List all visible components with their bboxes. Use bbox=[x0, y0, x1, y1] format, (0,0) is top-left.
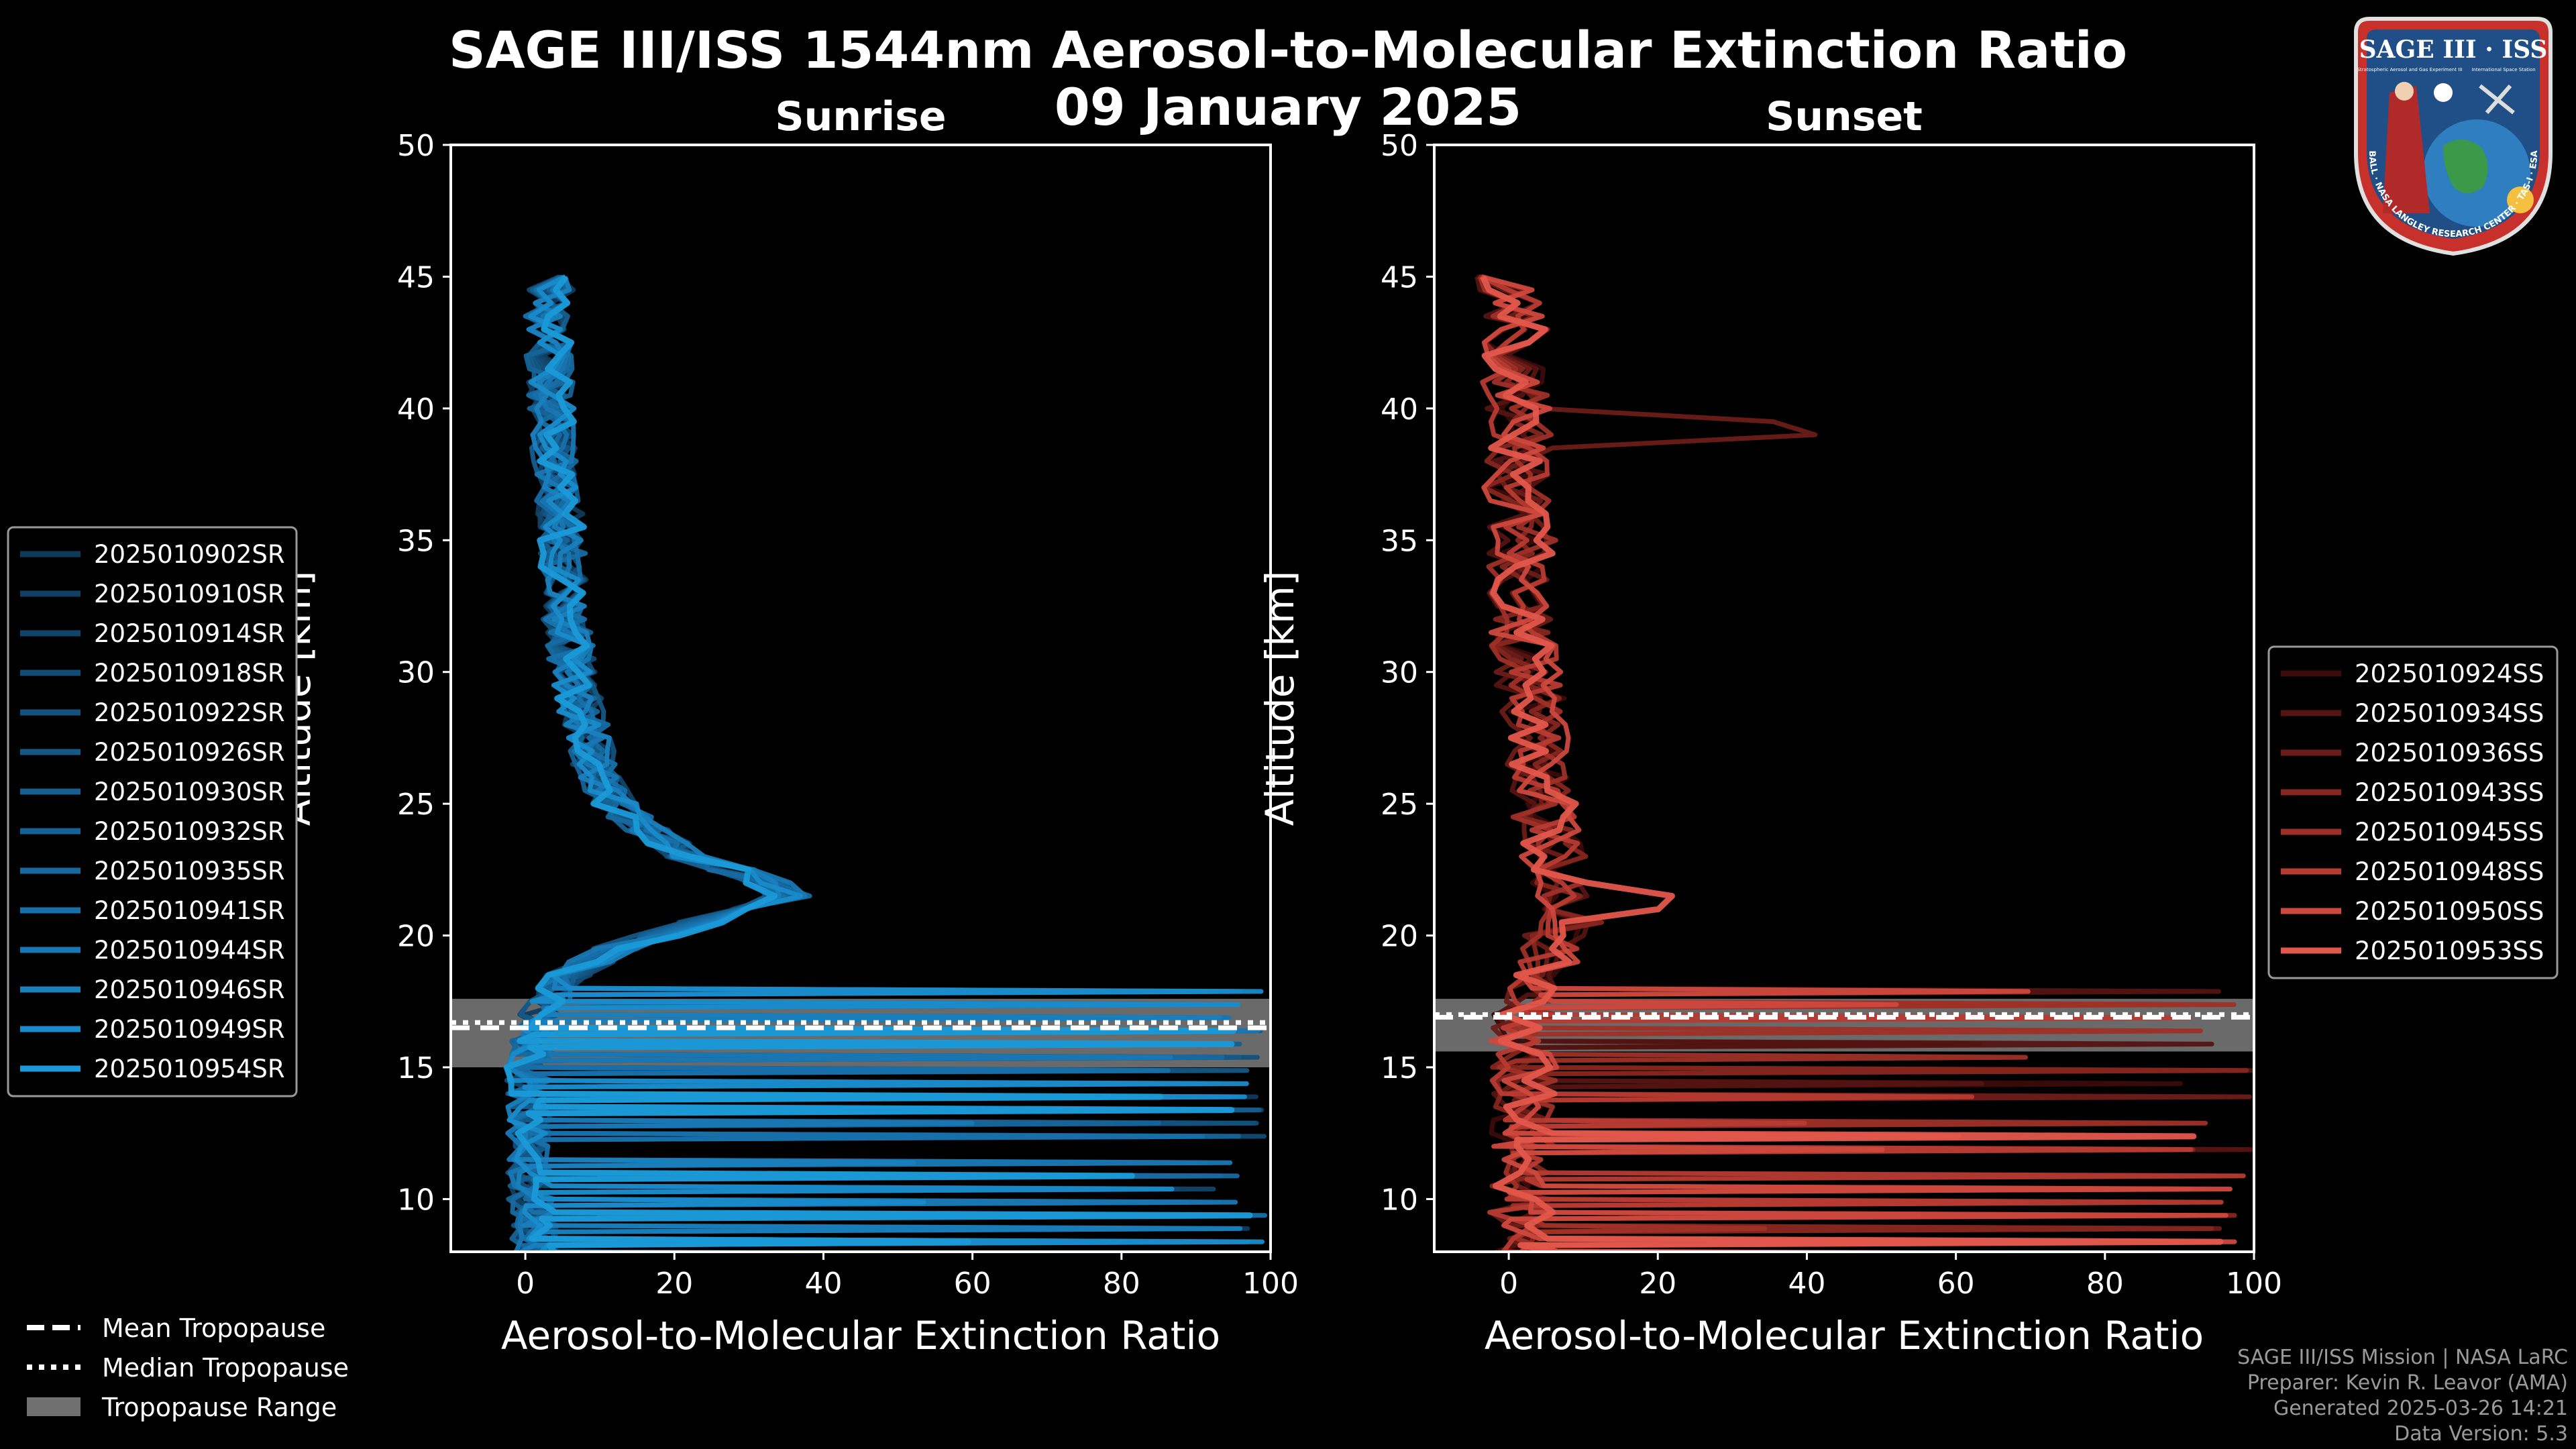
scientist-head-icon bbox=[2395, 82, 2414, 101]
axes-frame bbox=[1433, 144, 2255, 1253]
sunset-panel: 0 20 40 60 80 100 10 15 20 25 30 35 40 45 50 Aerosol-to… bbox=[1257, 93, 2282, 1358]
sunrise-legend: 2025010902SR 2025010910SR 2025010914SR 2025… bbox=[7, 526, 298, 1097]
x-tick-label: 80 bbox=[2086, 1267, 2124, 1301]
y-tick-label: 40 bbox=[397, 392, 435, 427]
profile-line-2025010953SS bbox=[1480, 275, 2224, 1252]
x-tick-label: 100 bbox=[1242, 1267, 1299, 1301]
legend-entry-label: 2025010918SR bbox=[94, 659, 285, 688]
legend-entry-label: 2025010941SR bbox=[94, 896, 285, 925]
tropopause-legend-label: Median Tropopause bbox=[102, 1353, 349, 1383]
x-tick-label: 0 bbox=[516, 1267, 535, 1301]
legend-entry-label: 2025010932SR bbox=[94, 817, 285, 846]
y-tick-label: 25 bbox=[1381, 788, 1418, 822]
x-tick-label: 40 bbox=[804, 1267, 842, 1301]
y-tick-label: 20 bbox=[1381, 920, 1418, 954]
sunrise-panel: 0 20 40 60 80 100 10 15 20 25 30 35 40 45 50 Aerosol-to… bbox=[274, 93, 1299, 1358]
legend-frame bbox=[7, 526, 298, 1097]
panel-title: Sunset bbox=[1766, 93, 1923, 140]
x-tick-label: 20 bbox=[655, 1267, 693, 1301]
legend-entry-label: 2025010950SS bbox=[2355, 897, 2544, 926]
y-tick-label: 50 bbox=[1381, 129, 1418, 163]
y-tick-label: 30 bbox=[1381, 656, 1418, 690]
x-tick-label: 60 bbox=[954, 1267, 991, 1301]
y-tick-label: 10 bbox=[1381, 1183, 1418, 1217]
logo-subtitle-left: Stratospheric Aerosol and Gas Experiment… bbox=[2357, 67, 2462, 72]
profile-lines bbox=[503, 274, 1268, 1252]
y-tick-label: 35 bbox=[1381, 524, 1418, 558]
legend-entry-label: 2025010935SR bbox=[94, 857, 285, 885]
x-tick-label: 80 bbox=[1103, 1267, 1140, 1301]
figure-title: SAGE III/ISS 1544nm Aerosol-to-Molecular… bbox=[448, 20, 2128, 80]
legend-entry-label: 2025010910SR bbox=[94, 580, 285, 608]
legend-entry-label: 2025010943SS bbox=[2355, 778, 2544, 807]
credit-line: Generated 2025-03-26 14:21 bbox=[2273, 1397, 2568, 1420]
legend-entry-label: 2025010949SR bbox=[94, 1015, 285, 1044]
y-tick-label: 35 bbox=[397, 524, 435, 558]
legend-entry-label: 2025010936SS bbox=[2355, 739, 2544, 767]
tropopause-legend: Mean Tropopause Median Tropopause Tropopau… bbox=[27, 1313, 349, 1422]
y-axis-label: Altitude [km] bbox=[1257, 571, 1303, 826]
x-tick-label: 100 bbox=[2226, 1267, 2282, 1301]
y-tick-label: 10 bbox=[397, 1183, 435, 1217]
tropopause-legend-label: Mean Tropopause bbox=[102, 1313, 325, 1343]
legend-entry-label: 2025010946SR bbox=[94, 975, 285, 1004]
axes-frame bbox=[449, 144, 1272, 1253]
x-tick-label: 40 bbox=[1788, 1267, 1825, 1301]
legend-entry-label: 2025010914SR bbox=[94, 619, 285, 648]
y-tick-label: 15 bbox=[1381, 1051, 1418, 1085]
logo-name: SAGE III · ISS bbox=[2359, 36, 2548, 64]
y-tick-label: 25 bbox=[397, 788, 435, 822]
logo-subtitle-right: International Space Station bbox=[2471, 67, 2535, 72]
x-tick-label: 60 bbox=[1937, 1267, 1975, 1301]
legend-entry-label: 2025010922SR bbox=[94, 698, 285, 727]
profile-line-2025010950SS bbox=[1481, 274, 2237, 1252]
space-station-icon bbox=[2479, 84, 2515, 115]
y-tick-label: 30 bbox=[397, 656, 435, 690]
continent-icon bbox=[2443, 140, 2488, 193]
profile-lines bbox=[1474, 274, 2254, 1252]
credit-line: Data Version: 5.3 bbox=[2394, 1422, 2568, 1446]
sun-icon bbox=[2507, 186, 2534, 213]
credit-line: Preparer: Kevin R. Leavor (AMA) bbox=[2247, 1371, 2568, 1395]
legend-frame bbox=[2267, 645, 2559, 979]
y-tick-label: 40 bbox=[1381, 392, 1418, 427]
y-tick-label: 20 bbox=[397, 920, 435, 954]
legend-entry-label: 2025010953SS bbox=[2355, 936, 2544, 965]
tropopause-range-swatch bbox=[27, 1397, 80, 1416]
panel-title: Sunrise bbox=[775, 93, 946, 140]
x-axis-label: Aerosol-to-Molecular Extinction Ratio bbox=[501, 1313, 1220, 1358]
credit-line: SAGE III/ISS Mission | NASA LaRC bbox=[2237, 1346, 2568, 1369]
x-tick-label: 20 bbox=[1639, 1267, 1676, 1301]
y-tick-label: 45 bbox=[397, 260, 435, 294]
figure-date: 09 January 2025 bbox=[1054, 77, 1522, 137]
legend-entry-label: 2025010924SS bbox=[2355, 659, 2544, 688]
legend-entry-label: 2025010954SR bbox=[94, 1055, 285, 1083]
sage-iii-iss-mission-logo: SAGE III · ISS Stratospheric Aerosol and… bbox=[2354, 17, 2553, 256]
scientist-figure-icon bbox=[2383, 86, 2430, 213]
sunset-legend: 2025010924SS 2025010934SS 2025010936SS 2025… bbox=[2267, 645, 2559, 979]
x-tick-label: 0 bbox=[1499, 1267, 1518, 1301]
legend-entry-label: 2025010944SR bbox=[94, 936, 285, 965]
y-tick-label: 45 bbox=[1381, 260, 1418, 294]
y-tick-label: 15 bbox=[397, 1051, 435, 1085]
tropopause-legend-label: Tropopause Range bbox=[101, 1393, 337, 1422]
moon-icon bbox=[2434, 83, 2453, 102]
legend-entry-label: 2025010948SS bbox=[2355, 857, 2544, 886]
legend-entry-label: 2025010945SS bbox=[2355, 818, 2544, 847]
y-tick-label: 50 bbox=[397, 129, 435, 163]
legend-entry-label: 2025010934SS bbox=[2355, 699, 2544, 728]
legend-entry-label: 2025010930SR bbox=[94, 777, 285, 806]
legend-entry-label: 2025010902SR bbox=[94, 540, 285, 569]
x-axis-label: Aerosol-to-Molecular Extinction Ratio bbox=[1485, 1313, 2204, 1358]
profile-line-2025010954SR bbox=[503, 274, 1253, 1252]
legend-entry-label: 2025010926SR bbox=[94, 738, 285, 767]
